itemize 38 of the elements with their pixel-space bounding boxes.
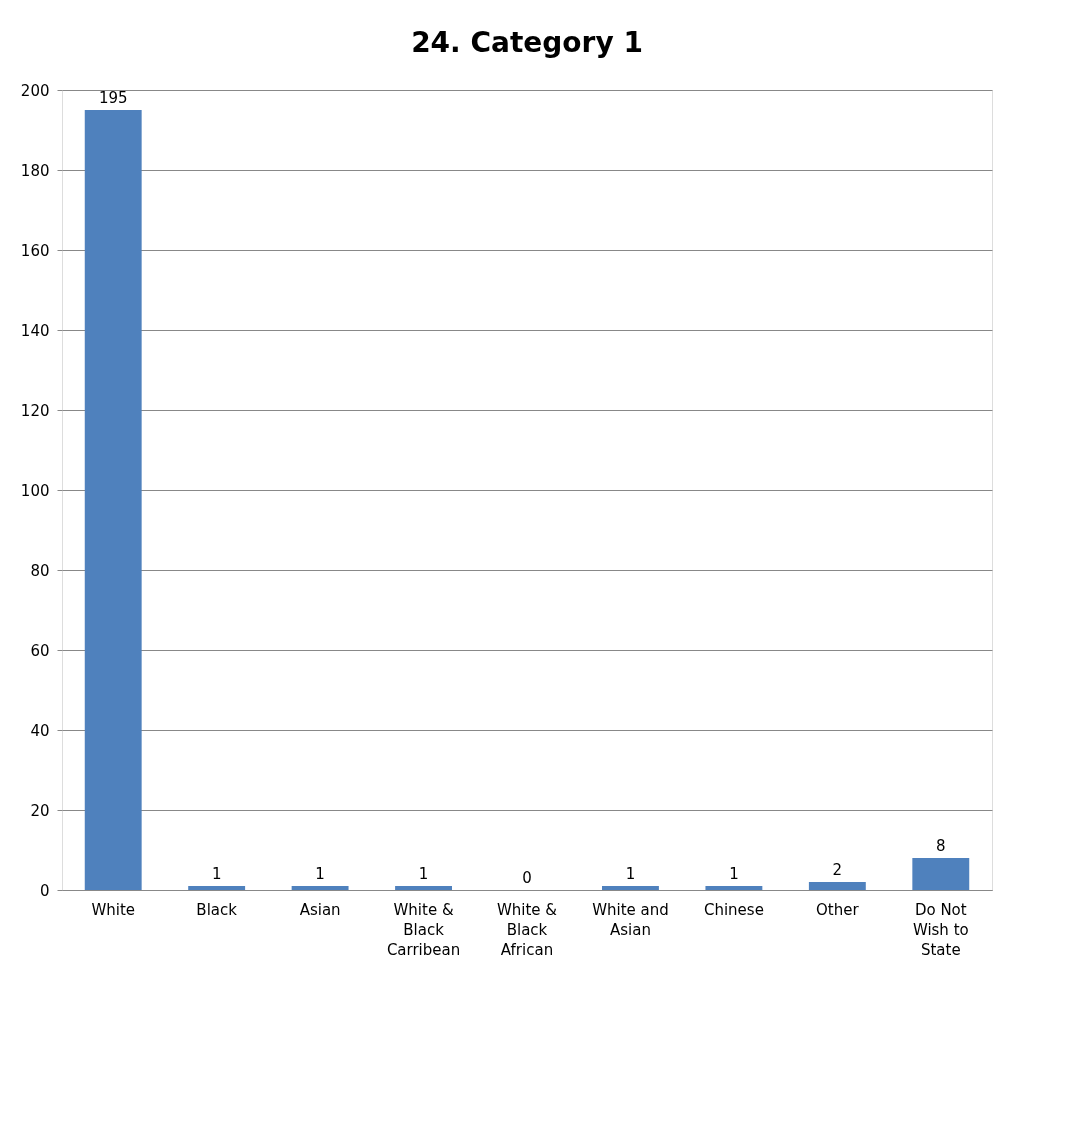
bar xyxy=(912,858,970,890)
bar xyxy=(808,882,866,890)
bar xyxy=(602,886,659,890)
y-tick-label: 100 xyxy=(20,481,50,500)
data-label: 1 xyxy=(211,865,222,883)
data-label: 1 xyxy=(315,865,325,883)
data-label: 8 xyxy=(936,837,946,855)
x-tick-label: Asian xyxy=(299,900,341,919)
y-tick-label: 0 xyxy=(39,881,50,900)
x-tick-label: Other xyxy=(816,900,860,919)
bar xyxy=(84,110,142,890)
x-tick-label: White & Black African xyxy=(496,900,558,959)
chart-title: 24. Category 1 xyxy=(411,26,643,59)
y-tick-label: 40 xyxy=(30,721,50,740)
x-tick-label: Black xyxy=(196,900,238,919)
x-tick-label: White and Asian xyxy=(592,900,669,939)
bar xyxy=(705,886,763,890)
y-tick-label: 160 xyxy=(20,241,50,260)
data-label: 1 xyxy=(729,865,739,883)
y-tick-label: 80 xyxy=(30,561,50,580)
data-label: 195 xyxy=(98,89,128,107)
data-label: 0 xyxy=(522,869,532,887)
bar xyxy=(395,886,452,890)
y-tick-label: 20 xyxy=(30,801,50,820)
x-tick-label: Chinese xyxy=(703,900,764,919)
y-tick-label: 180 xyxy=(20,161,50,180)
y-tick-label: 140 xyxy=(20,321,50,340)
data-label: 1 xyxy=(418,865,429,883)
x-tick-label: Do Not Wish to State xyxy=(912,900,969,959)
data-label: 2 xyxy=(832,861,843,879)
bar xyxy=(291,886,349,890)
bar xyxy=(188,886,246,890)
y-tick-label: 60 xyxy=(30,641,50,660)
data-label: 1 xyxy=(625,865,636,883)
y-tick-label: 200 xyxy=(20,81,50,100)
x-tick-label: White & Black Carribean xyxy=(386,900,461,959)
x-tick-label: White xyxy=(91,900,136,919)
y-tick-label: 120 xyxy=(20,401,50,420)
